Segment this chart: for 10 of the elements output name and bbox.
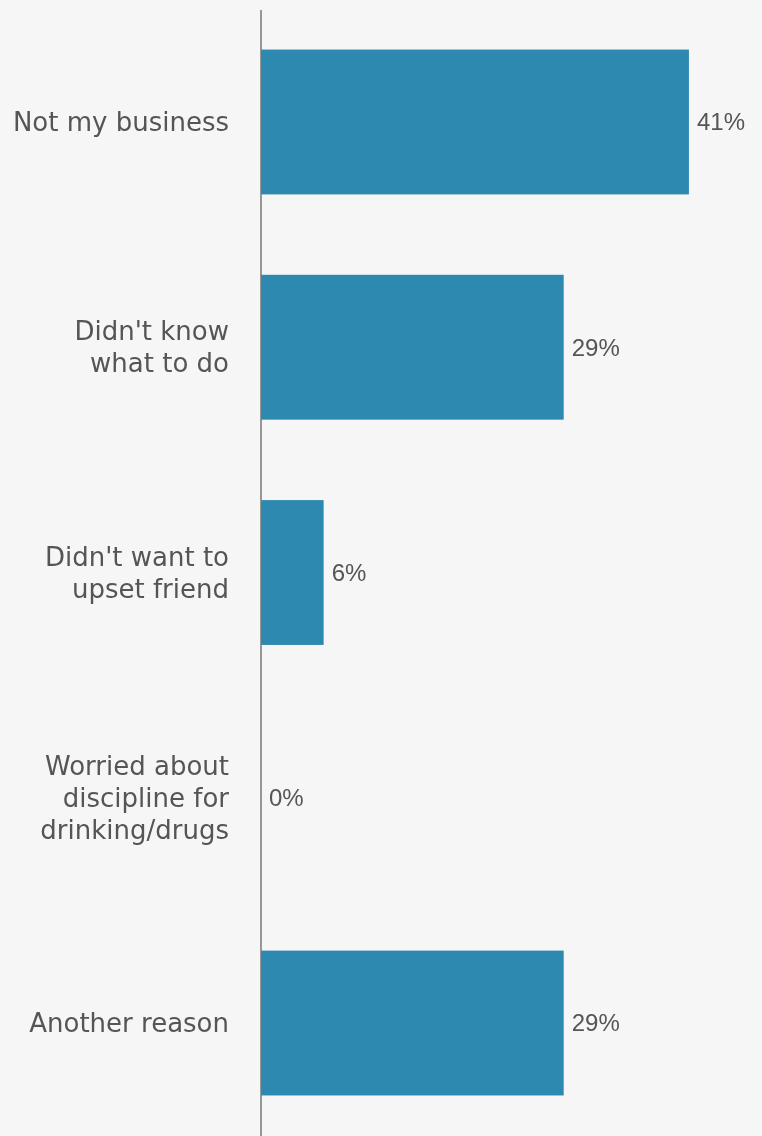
data-label: 0% (269, 784, 304, 812)
y-tick-label: Another reason (29, 1008, 229, 1039)
data-label: 6% (331, 558, 367, 586)
y-tick-label: Not my business (12, 107, 229, 138)
y-tick-label: Worried about discipline for drinking/drugs (40, 750, 230, 845)
y-tick-label: Didn't want to upset friend (44, 541, 229, 604)
data-label: 41% (696, 108, 745, 136)
data-label: 29% (571, 1009, 620, 1037)
y-tick-label: Didn't know what to do (74, 316, 229, 379)
data-label: 29% (571, 333, 620, 361)
